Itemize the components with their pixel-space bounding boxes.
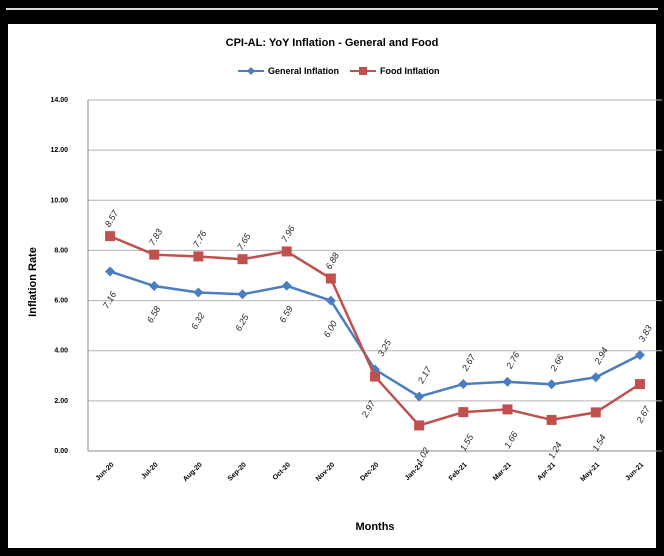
data-label: 6.32 [189, 311, 206, 331]
data-point [502, 376, 513, 387]
data-point [325, 273, 336, 284]
legend-item: Food Inflation [350, 66, 439, 76]
x-tick-label: Feb-21 [448, 461, 469, 482]
legend-label: Food Inflation [380, 66, 439, 76]
data-label: 1.55 [458, 432, 476, 453]
y-tick-label: 2.00 [54, 398, 68, 405]
data-point [105, 231, 116, 242]
data-point [546, 414, 557, 425]
legend-label: General Inflation [268, 66, 339, 76]
legend-marker [247, 67, 255, 75]
series-food: 8.57 7.83 7.76 7.65 7.96 6.88 2.97 1.02 1.55 1.66… [103, 208, 653, 466]
x-tick-label: Aug-20 [182, 461, 204, 483]
data-label: 7.65 [235, 231, 253, 252]
data-label: 2.67 [459, 352, 477, 374]
data-label: 6.00 [322, 319, 339, 339]
x-tick-label: Jun-21 [624, 461, 645, 482]
legend: General Inflation Food Inflation [238, 66, 439, 76]
chart-area [6, 22, 658, 550]
data-label: 7.16 [101, 290, 118, 310]
data-label: 1.24 [546, 440, 563, 460]
x-tick-label: Nov-20 [315, 461, 337, 483]
x-axis-ticks: Jun-20 Jul-20 Aug-20 Sep-20 Oct-20 Nov-20 Dec-… [95, 461, 646, 483]
data-label: 7.83 [147, 227, 164, 247]
data-label: 1.66 [502, 430, 519, 450]
data-point [281, 246, 292, 257]
data-label: 6.88 [324, 251, 341, 271]
data-point [237, 289, 248, 300]
top-divider [6, 8, 658, 10]
x-tick-label: Jul-20 [140, 461, 159, 480]
data-label: 1.02 [414, 446, 431, 466]
data-label: 3.25 [376, 337, 394, 358]
data-point [281, 280, 292, 291]
y-tick-label: 12.00 [50, 147, 68, 154]
x-tick-label: Jun-20 [95, 461, 116, 482]
data-point [458, 407, 469, 418]
data-label: 1.54 [590, 433, 607, 453]
data-point [149, 249, 160, 260]
data-label: 2.76 [504, 350, 522, 371]
data-point [590, 372, 601, 383]
data-point [370, 371, 380, 382]
data-point [590, 407, 601, 418]
x-axis-title: Months [355, 521, 394, 533]
data-point [105, 266, 116, 277]
data-label: 2.66 [548, 353, 566, 374]
data-label: 2.17 [415, 364, 433, 386]
legend-item: General Inflation [238, 66, 339, 76]
data-point [193, 251, 204, 262]
y-tick-label: 10.00 [50, 197, 68, 204]
y-tick-label: 6.00 [54, 298, 68, 305]
y-tick-label: 4.00 [54, 348, 68, 355]
legend-marker [359, 67, 367, 75]
data-label: 6.58 [145, 304, 162, 324]
data-point [325, 295, 336, 306]
data-label: 7.96 [279, 224, 296, 244]
chart-title: CPI-AL: YoY Inflation - General and Food [226, 37, 439, 49]
data-point [634, 349, 645, 360]
series-line [109, 234, 641, 427]
data-label: 7.76 [191, 229, 208, 249]
x-tick-label: Apr-21 [536, 461, 557, 482]
y-axis-title: Inflation Rate [27, 247, 39, 317]
data-label: 3.83 [637, 323, 654, 343]
data-label: 2.67 [634, 404, 652, 426]
y-tick-label: 0.00 [54, 448, 68, 455]
x-tick-label: Sep-20 [227, 461, 248, 482]
y-tick-label: 8.00 [54, 247, 68, 254]
data-label: 8.57 [103, 208, 121, 229]
data-point [634, 379, 645, 390]
data-label: 2.97 [359, 398, 377, 420]
data-point [458, 379, 469, 390]
data-point [149, 281, 160, 292]
data-point [502, 404, 513, 415]
data-point [193, 287, 204, 298]
data-point [546, 379, 557, 390]
y-axis-ticks: 0.00 2.00 4.00 6.00 8.00 10.00 12.00 14.00 [50, 97, 68, 455]
data-point [414, 391, 425, 402]
data-point [237, 254, 248, 265]
x-tick-label: Dec-20 [359, 461, 380, 482]
y-tick-label: 14.00 [50, 97, 68, 104]
gridlines [87, 99, 662, 452]
series-layer: 7.16 6.58 6.32 6.25 6.59 6.00 3.25 2.17 2.67 2.76… [101, 208, 654, 466]
data-label: 2.94 [592, 346, 610, 367]
data-label: 6.59 [277, 304, 294, 324]
x-tick-label: May-21 [579, 461, 601, 483]
x-tick-label: Mar-21 [492, 461, 513, 482]
data-label: 6.25 [233, 312, 251, 333]
data-point [414, 420, 425, 431]
top-bar [0, 0, 664, 20]
x-tick-label: Oct-20 [272, 461, 292, 481]
